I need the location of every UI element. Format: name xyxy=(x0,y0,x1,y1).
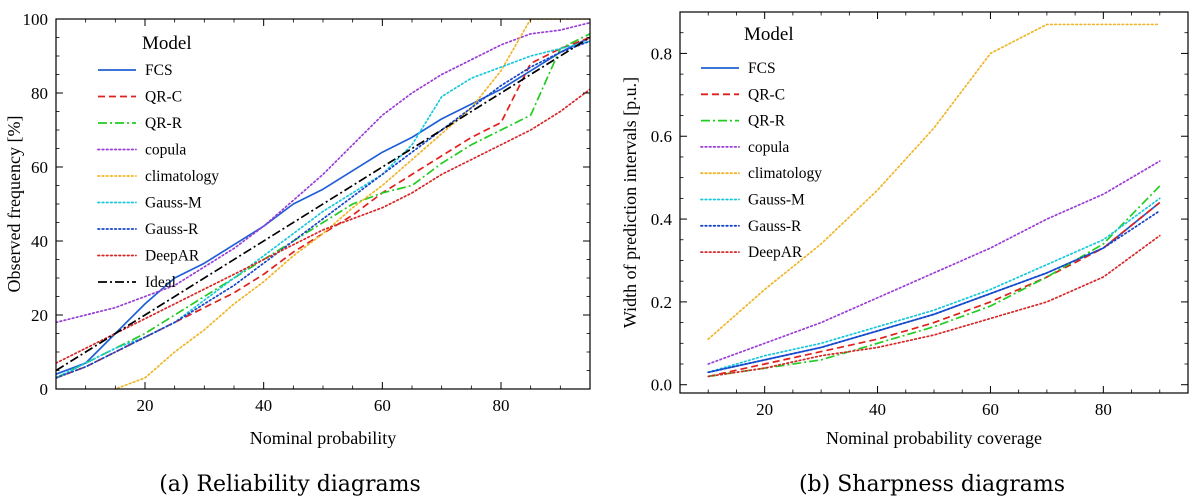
reliability-series-qr-c xyxy=(56,36,590,379)
reliability-series-qr-r xyxy=(56,33,590,379)
reliability-legend: Model FCS QR-C QR-R copula climatology Gauss-M… xyxy=(97,33,219,291)
sharpness-series-qr-r xyxy=(708,185,1161,378)
legend-label: FCS xyxy=(748,60,776,77)
x-tick-label: 80 xyxy=(1095,400,1112,419)
sharpness-chart: 20 40 60 80 0.0 0.2 0.4 0.6 0.8 Nominal probabili… xyxy=(620,11,1189,497)
x-tick-label: 20 xyxy=(137,396,154,415)
reliability-series-climatology xyxy=(113,19,590,389)
figure-caption: (b) Sharpness diagrams xyxy=(799,472,1065,497)
legend-label: copula xyxy=(145,142,186,159)
legend-label: FCS xyxy=(145,62,173,79)
reliability-series-deepar xyxy=(56,88,590,364)
y-tick-label: 40 xyxy=(31,232,48,251)
sharpness-series-copula xyxy=(707,160,1161,365)
reliability-series-group xyxy=(56,19,590,389)
legend-title: Model xyxy=(142,33,192,54)
y-tick-label: 0 xyxy=(40,380,49,399)
y-tick-label: 80 xyxy=(31,84,48,103)
x-tick-label: 40 xyxy=(869,400,886,419)
reliability-series-ideal xyxy=(56,36,590,372)
sharpness-series-climatology xyxy=(707,23,1161,341)
legend-label: QR-C xyxy=(748,86,785,103)
y-tick-label: 20 xyxy=(31,306,48,325)
legend-label: Gauss-M xyxy=(748,192,805,209)
y-tick-label: 0.8 xyxy=(651,44,672,63)
sharpness-series-deepar xyxy=(707,234,1161,378)
reliability-series-copula xyxy=(56,21,590,324)
sharpness-series-group xyxy=(707,23,1161,378)
legend-label: Gauss-M xyxy=(145,195,202,212)
y-tick-label: 0.4 xyxy=(651,210,673,229)
legend-label: QR-R xyxy=(145,115,183,132)
legend-label: DeepAR xyxy=(145,248,200,265)
legend-label: DeepAR xyxy=(748,244,803,261)
sharpness-series-qr-c xyxy=(708,201,1161,378)
x-tick-label: 60 xyxy=(374,396,391,415)
reliability-series-gauss-r xyxy=(56,40,590,379)
sharpness-series-gauss-m xyxy=(707,197,1161,374)
sharpness-series-gauss-r xyxy=(707,209,1161,374)
reliability-chart: 20 40 60 80 0 20 40 60 80 100 Nominal probability O… xyxy=(4,10,591,497)
y-axis-label: Observed frequency [%] xyxy=(4,116,24,293)
x-axis-label: Nominal probability xyxy=(250,428,396,448)
legend-label: Gauss-R xyxy=(748,218,802,235)
legend-title: Model xyxy=(744,24,794,45)
y-tick-label: 0.0 xyxy=(651,376,672,395)
legend-label: climatology xyxy=(145,168,219,185)
legend-label: Ideal xyxy=(145,274,176,291)
x-tick-label: 80 xyxy=(493,396,510,415)
y-tick-label: 0.6 xyxy=(651,127,672,146)
legend-label: QR-C xyxy=(145,89,182,106)
y-tick-label: 0.2 xyxy=(651,293,672,312)
reliability-series-gauss-m xyxy=(56,40,590,379)
x-axis-label: Nominal probability coverage xyxy=(826,428,1042,448)
sharpness-legend: Model FCS QR-C QR-R copula climatology Gauss-M… xyxy=(700,24,822,261)
reliability-series-fcs xyxy=(56,36,590,375)
figure-caption: (a) Reliability diagrams xyxy=(159,472,421,497)
x-tick-label: 20 xyxy=(756,400,773,419)
y-tick-label: 60 xyxy=(31,158,48,177)
y-tick-label: 100 xyxy=(23,10,49,29)
x-tick-label: 40 xyxy=(255,396,272,415)
legend-label: QR-R xyxy=(748,113,786,130)
x-tick-label: 60 xyxy=(982,400,999,419)
y-axis-label: Width of prediction intervals [p.u.] xyxy=(620,77,640,328)
legend-label: copula xyxy=(748,139,789,156)
legend-label: climatology xyxy=(748,165,822,182)
legend-label: Gauss-R xyxy=(145,221,199,238)
